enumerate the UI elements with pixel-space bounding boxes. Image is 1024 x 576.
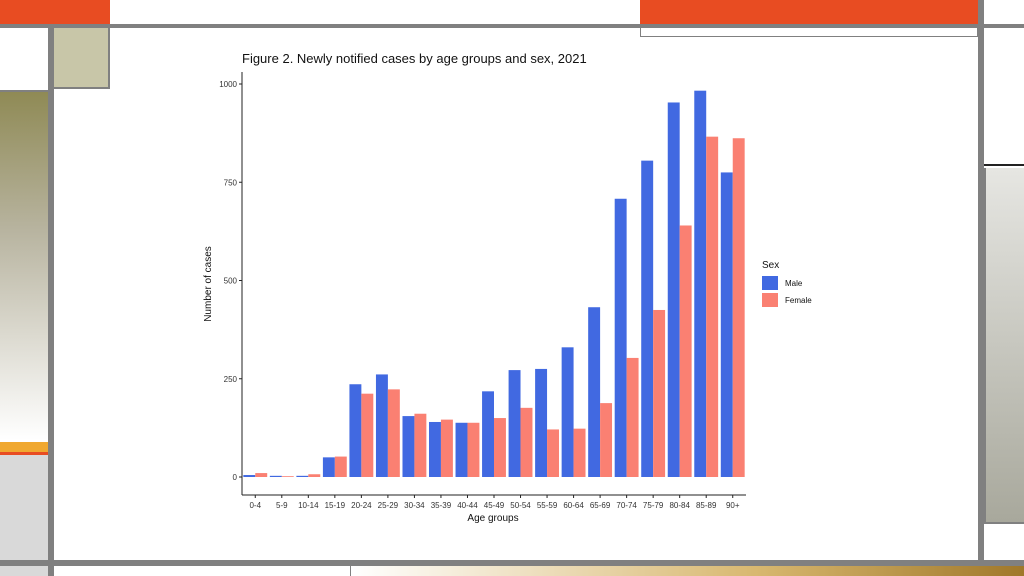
x-tick-label: 90+ [726, 501, 740, 510]
legend-swatch-male [762, 276, 778, 290]
x-tick-label: 30-34 [404, 501, 425, 510]
bar-female-15-19 [334, 456, 347, 477]
x-tick-label: 50-54 [510, 501, 531, 510]
bar-female-0-4 [255, 473, 268, 477]
y-tick-label: 0 [233, 473, 238, 482]
bar-male-50-54 [508, 370, 521, 477]
bar-male-75-79 [641, 160, 654, 477]
bar-female-5-9 [281, 476, 294, 477]
x-tick-label: 20-24 [351, 501, 372, 510]
legend-label-female: Female [785, 296, 812, 305]
x-tick-label: 10-14 [298, 501, 319, 510]
x-tick-label: 45-49 [484, 501, 505, 510]
bottom-frame-line [0, 560, 1024, 566]
bar-male-65-69 [588, 307, 601, 477]
bar-female-65-69 [600, 403, 613, 477]
x-tick-label: 70-74 [616, 501, 637, 510]
bar-male-0-4 [243, 475, 256, 477]
bars [243, 90, 745, 478]
left-red-stripe [0, 452, 48, 455]
bar-male-40-44 [455, 422, 468, 477]
x-tick-label: 5-9 [276, 501, 288, 510]
top-right-orange-bar [640, 0, 978, 24]
x-tick-label: 35-39 [431, 501, 452, 510]
bar-female-20-24 [361, 393, 374, 477]
x-tick-label: 15-19 [325, 501, 346, 510]
bar-female-90+ [732, 138, 745, 477]
left-olive-gradient-panel [0, 90, 48, 440]
top-left-orange-bar [0, 0, 110, 24]
bar-female-75-79 [653, 309, 666, 477]
y-tick-label: 250 [224, 375, 238, 384]
bar-male-90+ [720, 172, 733, 478]
x-tick-label: 0-4 [249, 501, 261, 510]
left-bottom-gray-panel [0, 455, 48, 576]
khaki-square [54, 28, 110, 89]
bar-female-85-89 [706, 136, 719, 478]
bar-male-20-24 [349, 384, 362, 477]
bar-female-35-39 [440, 419, 453, 477]
legend-swatch-female [762, 293, 778, 307]
x-tick-label: 65-69 [590, 501, 611, 510]
x-tick-label: 40-44 [457, 501, 478, 510]
bar-female-45-49 [494, 418, 506, 477]
right-gray-gradient-panel [984, 168, 1024, 524]
bar-female-60-64 [573, 428, 586, 477]
bar-female-30-34 [414, 413, 427, 477]
bar-male-60-64 [561, 347, 574, 477]
bar-male-45-49 [482, 391, 494, 477]
bar-male-25-29 [375, 374, 388, 477]
x-tick-label: 60-64 [563, 501, 584, 510]
bar-female-55-59 [547, 429, 559, 477]
bottom-gold-gradient-bar [350, 566, 1024, 576]
y-axis-label: Number of cases [203, 246, 214, 322]
y-tick-label: 1000 [219, 80, 237, 89]
left-frame-line [48, 24, 54, 576]
x-tick-label: 55-59 [537, 501, 558, 510]
bar-female-10-14 [308, 474, 321, 477]
bar-female-50-54 [520, 407, 533, 477]
left-gold-stripe [0, 442, 48, 452]
right-frame-line [978, 0, 984, 576]
legend-label-male: Male [785, 279, 803, 288]
y-tick-label: 750 [224, 178, 238, 187]
bar-female-70-74 [626, 357, 639, 477]
legend: Sex Male Female [762, 260, 812, 307]
bar-male-80-84 [667, 102, 680, 477]
bar-female-40-44 [467, 422, 480, 477]
bar-male-10-14 [296, 475, 309, 477]
top-frame-line [0, 24, 1024, 28]
y-tick-label: 500 [224, 277, 238, 286]
top-right-outline-box [640, 28, 978, 37]
y-axis: 0 250 500 750 1000 [219, 72, 243, 495]
legend-title: Sex [762, 260, 779, 271]
x-axis-label: Age groups [467, 513, 518, 524]
bar-male-15-19 [322, 457, 335, 477]
bar-male-35-39 [429, 421, 441, 477]
bar-female-80-84 [679, 225, 692, 477]
bar-male-85-89 [694, 90, 707, 477]
bar-male-55-59 [535, 368, 548, 477]
bar-female-25-29 [387, 389, 400, 477]
bar-male-30-34 [402, 416, 415, 477]
bar-male-70-74 [614, 198, 627, 478]
bar-male-5-9 [269, 475, 282, 477]
x-axis: 0-4 5-9 10-14 15-19 20-24 25-29 30-34 35-39 40-4… [242, 494, 746, 510]
x-tick-label: 75-79 [643, 501, 664, 510]
x-tick-label: 25-29 [378, 501, 399, 510]
right-black-line [984, 164, 1024, 166]
x-tick-label: 85-89 [696, 501, 717, 510]
x-tick-label: 80-84 [669, 501, 690, 510]
chart-title: Figure 2. Newly notified cases by age gr… [242, 51, 587, 66]
